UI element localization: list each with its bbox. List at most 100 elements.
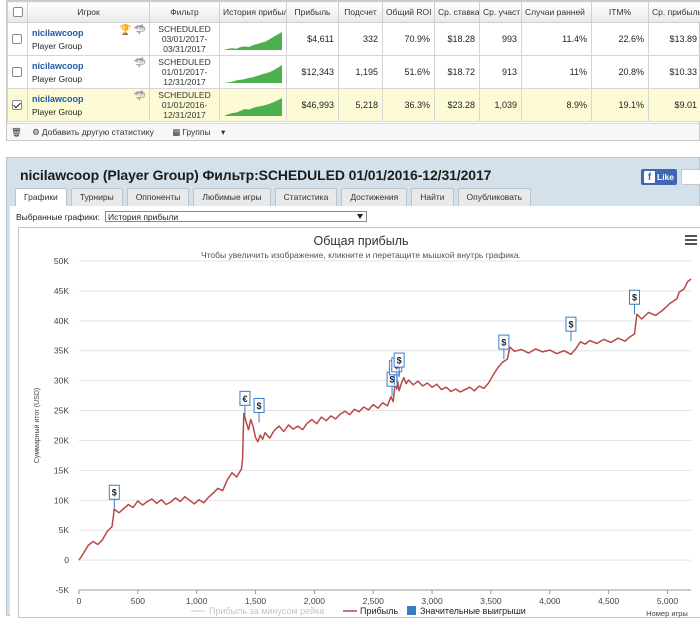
- filter-range: 03/01/2017-03/31/2017: [162, 34, 207, 54]
- row-select-cell[interactable]: [8, 23, 28, 56]
- facebook-icon: f: [644, 171, 655, 183]
- row-checkbox[interactable]: [12, 100, 22, 110]
- select-all-header[interactable]: [8, 2, 28, 23]
- col-header-avg-profit[interactable]: Ср. прибыль: [649, 2, 700, 23]
- columns-icon: ⚙: [32, 127, 40, 137]
- tab-5[interactable]: Достижения: [341, 188, 407, 206]
- avg-stake-cell: $23.28: [435, 89, 480, 122]
- x-tick-label: 0: [77, 596, 82, 606]
- y-tick-label: 50K: [54, 256, 69, 266]
- groups-dropdown[interactable]: ▦Группы ▾: [172, 127, 225, 137]
- row-select-cell[interactable]: [8, 89, 28, 122]
- sparkline-svg: [224, 28, 282, 50]
- count-cell: 1,195: [339, 56, 383, 89]
- x-tick-label: 500: [131, 596, 145, 606]
- player-name-link[interactable]: nicilawcoop: [32, 94, 145, 104]
- large-win-symbol: $: [390, 375, 395, 385]
- y-tick-label: 40K: [54, 316, 69, 326]
- roi-cell: 70.9%: [383, 23, 435, 56]
- filter-status: SCHEDULED: [158, 57, 210, 67]
- tab-0[interactable]: Графики: [15, 188, 67, 206]
- y-tick-label: 15K: [54, 465, 69, 475]
- shark-icon: 🦈: [134, 25, 146, 36]
- col-header-early[interactable]: Случаи ранней: [522, 2, 592, 23]
- tab-7[interactable]: Опубликовать: [458, 188, 532, 206]
- x-tick-label: 1,000: [186, 596, 208, 606]
- large-win-symbol: €: [242, 394, 247, 404]
- roi-cell: 51.6%: [383, 56, 435, 89]
- delete-icon[interactable]: 🗑: [11, 127, 22, 137]
- player-name-link[interactable]: nicilawcoop: [32, 61, 145, 71]
- x-tick-label: 4,500: [598, 596, 620, 606]
- player-profile-panel: nicilawcoop (Player Group) Фильтр:SCHEDU…: [6, 157, 700, 616]
- tab-1[interactable]: Турниры: [71, 188, 123, 206]
- shark-icon: 🦈: [134, 91, 146, 102]
- col-header-profit-history[interactable]: История прибыли: [220, 2, 287, 23]
- tab-4[interactable]: Статистика: [275, 188, 338, 206]
- avg-field-cell: 1,039: [480, 89, 522, 122]
- itm-cell: 20.8%: [592, 56, 649, 89]
- trophy-icon: 🏆: [119, 25, 131, 36]
- sparkline-svg: [224, 61, 282, 83]
- col-header-avg-stake[interactable]: Ср. ставка: [435, 2, 480, 23]
- player-group-label: Player Group: [32, 41, 145, 51]
- results-grid: Игрок Фильтр История прибыли Прибыль Под…: [7, 1, 700, 122]
- large-win-symbol: $: [501, 338, 506, 348]
- y-axis-label: Суммарный итог (USD): [33, 388, 41, 464]
- y-tick-label: -5K: [56, 585, 70, 595]
- chart-title: Общая прибыль: [313, 234, 408, 248]
- large-win-symbol: $: [632, 293, 637, 303]
- x-tick-label: 3,000: [421, 596, 443, 606]
- player-group-label: Player Group: [32, 74, 145, 84]
- col-header-itm[interactable]: ITM%: [592, 2, 649, 23]
- add-stat-link[interactable]: ⚙Добавить другую статистику: [32, 127, 162, 137]
- row-select-cell[interactable]: [8, 56, 28, 89]
- col-header-player[interactable]: Игрок: [28, 2, 150, 23]
- x-tick-label: 2,000: [304, 596, 326, 606]
- early-cell: 11%: [522, 56, 592, 89]
- row-checkbox[interactable]: [12, 34, 22, 44]
- x-axis-label: Номер игры: [646, 609, 688, 618]
- col-header-profit[interactable]: Прибыль: [287, 2, 339, 23]
- graph-select[interactable]: История прибыли: [105, 211, 367, 222]
- y-tick-label: 20K: [54, 435, 69, 445]
- profit-cell: $12,343: [287, 56, 339, 89]
- y-tick-label: 45K: [54, 286, 69, 296]
- filter-range: 01/01/2016-12/31/2017: [162, 100, 207, 120]
- col-header-filter[interactable]: Фильтр: [150, 2, 220, 23]
- facebook-like-button[interactable]: f Like: [641, 169, 677, 185]
- tab-3[interactable]: Любимые игры: [193, 188, 270, 206]
- select-all-checkbox[interactable]: [13, 7, 23, 17]
- filter-status: SCHEDULED: [158, 24, 210, 34]
- y-tick-label: 10K: [54, 495, 69, 505]
- x-tick-label: 5,000: [657, 596, 679, 606]
- y-tick-label: 35K: [54, 346, 69, 356]
- avg-stake-cell: $18.72: [435, 56, 480, 89]
- large-win-symbol: $: [257, 401, 262, 411]
- y-tick-label: 5K: [59, 525, 70, 535]
- results-table: Игрок Фильтр История прибыли Прибыль Под…: [6, 0, 700, 141]
- y-tick-label: 25K: [54, 406, 69, 416]
- profit-cell: $46,993: [287, 89, 339, 122]
- tab-2[interactable]: Оппоненты: [127, 188, 190, 206]
- x-tick-label: 2,500: [363, 596, 385, 606]
- row-checkbox[interactable]: [12, 67, 22, 77]
- itm-cell: 19.1%: [592, 89, 649, 122]
- col-header-roi[interactable]: Общий ROI: [383, 2, 435, 23]
- early-cell: 11.4%: [522, 23, 592, 56]
- filter-status: SCHEDULED: [158, 90, 210, 100]
- col-header-count[interactable]: Подсчет: [339, 2, 383, 23]
- count-cell: 332: [339, 23, 383, 56]
- col-header-avg-field[interactable]: Ср. участ: [480, 2, 522, 23]
- tab-6[interactable]: Найти: [411, 188, 453, 206]
- avg-stake-cell: $18.28: [435, 23, 480, 56]
- chart-menu-icon[interactable]: [685, 235, 697, 247]
- legend-label-large-wins: Значительные выигрыши: [420, 606, 526, 616]
